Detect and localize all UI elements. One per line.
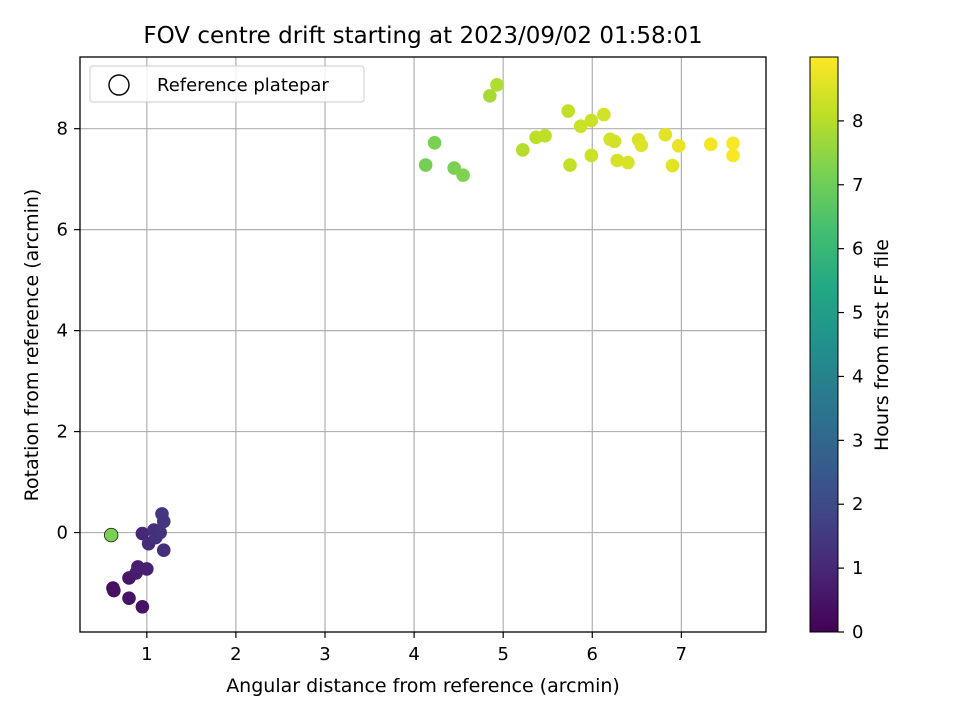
- colorbar-tick-label: 0: [852, 622, 863, 643]
- data-point: [140, 562, 154, 576]
- x-tick-label: 7: [676, 644, 687, 665]
- data-point: [515, 143, 530, 157]
- plot-frame: [79, 56, 767, 633]
- colorbar-tick-label: 8: [852, 111, 863, 132]
- legend: Reference platepar: [89, 65, 365, 103]
- data-point: [607, 134, 622, 149]
- colorbar-gradient: [809, 56, 839, 633]
- data-point: [584, 113, 599, 128]
- data-point: [135, 526, 150, 541]
- x-tick-label: 5: [497, 644, 508, 665]
- y-tick-label: 8: [57, 119, 68, 140]
- x-tick-label: 2: [230, 644, 241, 665]
- data-point: [597, 107, 611, 122]
- chart-title: FOV centre drift starting at 2023/09/02 …: [143, 23, 702, 49]
- y-axis-label: Rotation from reference (arcmin): [21, 189, 43, 502]
- colorbar-tick-label: 1: [852, 558, 863, 579]
- colorbar: 0 1 2 3 4 5 6 7 8 Hours from first FF file: [809, 56, 893, 643]
- x-tick-label: 4: [408, 644, 419, 665]
- data-point: [634, 138, 649, 153]
- x-tick-label: 1: [141, 644, 152, 665]
- x-axis-label: Angular distance from reference (arcmin): [226, 675, 620, 697]
- y-tick-label: 0: [57, 523, 68, 544]
- reference-platepar-point: [103, 527, 119, 543]
- data-point: [658, 127, 673, 142]
- grid-lines: [80, 57, 766, 632]
- colorbar-tick-label: 5: [852, 303, 863, 324]
- colorbar-ticks: 0 1 2 3 4 5 6 7 8: [838, 111, 863, 643]
- data-point: [671, 139, 686, 153]
- data-point: [703, 137, 718, 152]
- colorbar-tick-label: 7: [852, 175, 863, 196]
- data-point: [563, 158, 577, 172]
- data-point: [456, 168, 470, 182]
- data-point: [665, 158, 680, 173]
- y-tick-label: 6: [57, 220, 68, 241]
- data-point: [726, 148, 740, 163]
- data-point: [726, 136, 740, 151]
- legend-box: [89, 65, 365, 103]
- y-axis-ticks: 0 2 4 6 8: [57, 119, 80, 544]
- data-point: [427, 136, 442, 150]
- data-point: [621, 155, 635, 170]
- colorbar-tick-label: 6: [852, 239, 863, 260]
- data-point: [584, 148, 599, 163]
- scatter-points: [103, 77, 740, 614]
- y-tick-label: 4: [57, 321, 68, 342]
- data-point: [573, 119, 588, 133]
- x-tick-label: 6: [587, 644, 598, 665]
- data-point: [135, 599, 150, 614]
- data-point: [610, 153, 625, 168]
- data-point: [153, 525, 167, 540]
- colorbar-tick-label: 2: [852, 494, 863, 515]
- data-point: [418, 158, 433, 172]
- data-point: [156, 514, 171, 529]
- data-point: [490, 77, 504, 92]
- data-point: [107, 583, 121, 598]
- data-point: [538, 128, 552, 143]
- colorbar-tick-label: 4: [852, 366, 863, 387]
- legend-marker-reference-platepar: [108, 74, 130, 96]
- colorbar-tick-label: 3: [852, 430, 863, 451]
- data-point: [156, 543, 171, 558]
- x-tick-label: 3: [319, 644, 330, 665]
- legend-label-reference-platepar: Reference platepar: [157, 75, 329, 96]
- x-axis-ticks: 1 2 3 4 5 6 7: [141, 632, 687, 665]
- data-point: [483, 89, 497, 103]
- data-point: [122, 591, 136, 605]
- y-tick-label: 2: [57, 422, 68, 443]
- colorbar-label: Hours from first FF file: [871, 239, 893, 451]
- data-point: [561, 104, 576, 118]
